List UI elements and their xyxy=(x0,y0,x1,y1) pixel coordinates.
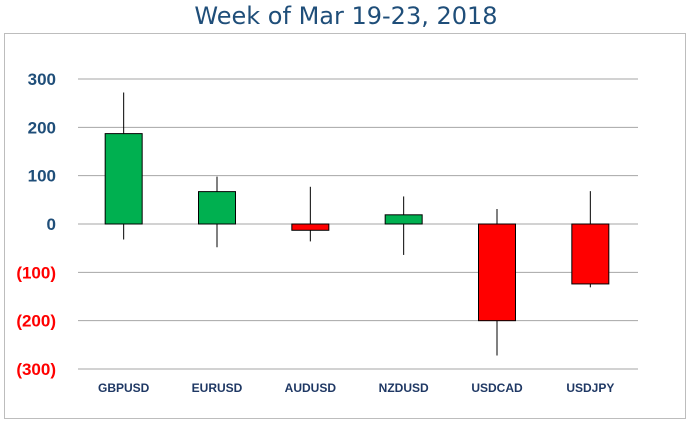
y-tick-label: (100) xyxy=(16,263,56,282)
x-tick-label: USDJPY xyxy=(566,381,614,395)
chart-frame xyxy=(4,33,686,419)
candle-usdjpy xyxy=(571,191,610,288)
y-tick-label: 100 xyxy=(28,167,56,186)
candle-audusd xyxy=(291,186,330,242)
y-tick-label: 200 xyxy=(28,118,56,137)
y-tick-label: (200) xyxy=(16,312,56,331)
gridlines xyxy=(78,78,638,370)
x-tick-label: NZDUSD xyxy=(379,381,429,395)
candles xyxy=(104,92,610,356)
chart-title: Week of Mar 19-23, 2018 xyxy=(194,2,498,30)
candle-eurusd xyxy=(198,176,236,248)
x-tick-label: GBPUSD xyxy=(98,381,150,395)
y-tick-label: (300) xyxy=(16,360,56,379)
x-tick-label: EURUSD xyxy=(192,381,243,395)
y-axis: 300 200 100 0 (100) (200) (300) xyxy=(16,70,56,379)
candle-body xyxy=(571,223,610,285)
x-axis: GBPUSD EURUSD AUDUSD NZDUSD USDCAD USDJPY xyxy=(98,381,614,395)
y-tick-label: 0 xyxy=(47,215,56,234)
candle-body xyxy=(291,223,330,231)
candle-nzdusd xyxy=(384,196,423,255)
candle-body xyxy=(104,133,143,225)
candle-usdcad xyxy=(478,209,516,356)
candle-body xyxy=(198,191,236,225)
y-tick-label: 300 xyxy=(28,70,56,89)
x-tick-label: USDCAD xyxy=(471,381,523,395)
x-tick-label: AUDUSD xyxy=(285,381,337,395)
candle-body xyxy=(384,214,423,225)
candle-gbpusd xyxy=(104,92,143,240)
candle-body xyxy=(478,223,516,322)
